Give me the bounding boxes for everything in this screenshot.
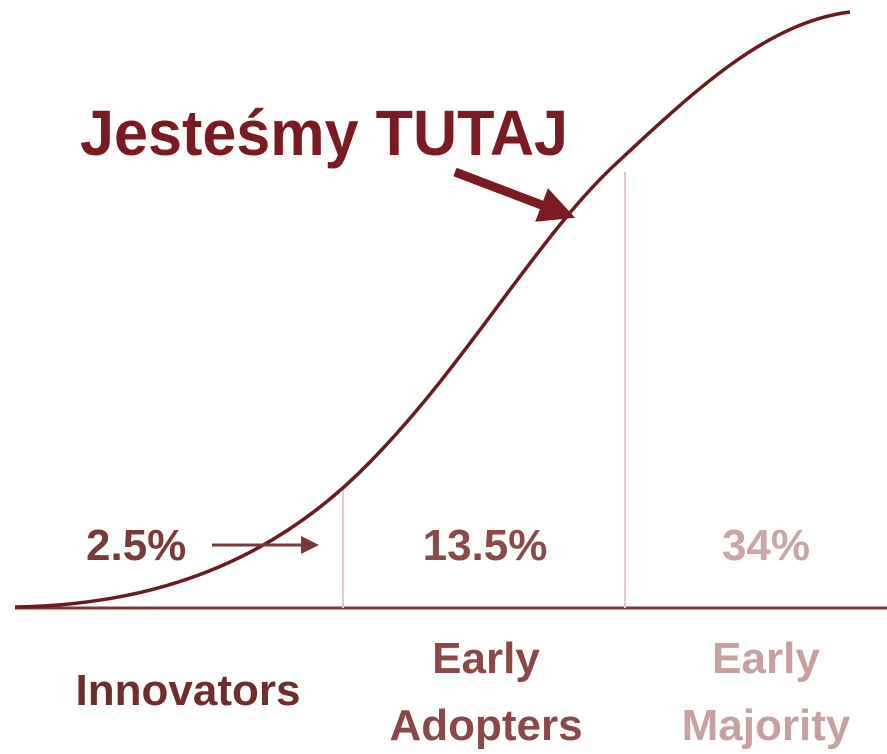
share: 34% xyxy=(722,521,810,570)
share: 2.5% xyxy=(86,521,186,570)
segment-label: Innovators xyxy=(76,666,301,715)
adoption-curve xyxy=(14,10,851,609)
title: Jesteśmy TUTAJ xyxy=(80,97,568,169)
segment-label: Early xyxy=(432,634,540,683)
share: 13.5% xyxy=(423,521,548,570)
segment-label: Adopters xyxy=(389,701,582,750)
segment-label: Early xyxy=(712,634,820,683)
pointer-arrow xyxy=(453,167,576,222)
segment-label: Majority xyxy=(682,701,851,750)
